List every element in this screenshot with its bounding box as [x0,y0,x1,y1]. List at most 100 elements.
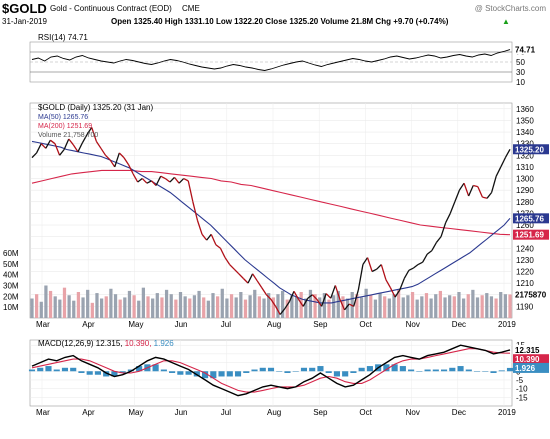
price-segment [187,180,194,202]
price-segment [141,178,148,184]
volume-bar [359,297,364,318]
price-segment [284,301,290,310]
volume-tick-label: 40M [3,271,19,280]
price-segment [215,244,221,249]
volume-bar [424,293,429,318]
volume-last-label-bg [513,289,549,300]
volume-bar [86,289,90,318]
price-tick-label: 1240 [516,244,534,253]
volume-bar [401,297,405,318]
volume-bar [410,292,415,318]
price-segment [105,154,111,161]
date-label: 31-Jan-2019 [2,17,47,26]
price-segment [463,182,470,197]
price-segment [86,127,93,135]
price-segment [206,233,212,241]
macd-hist-bar [482,371,489,372]
volume-bar [308,289,313,318]
ma50-last-label-bg [513,213,549,224]
macd-hist-bar [103,371,110,377]
volume-bar [192,295,197,318]
hist-last-label: 1.926 [515,364,536,373]
macd-tick-label: -5 [516,376,524,385]
volume-bar [489,296,494,318]
volume-bar [183,296,187,318]
volume-bar [206,300,210,318]
month-tick-label: May [128,320,143,329]
volume-bar [35,294,39,318]
price-segment [371,268,378,273]
macd-month-tick-label: Oct [359,408,372,417]
price-segment [362,257,369,265]
month-tick-label: 2019 [498,320,516,329]
volume-bar [243,299,248,318]
price-segment [445,213,451,223]
price-segment [348,303,355,307]
volume-bar [466,294,470,318]
volume-bar [494,298,498,318]
price-segment [316,299,323,307]
price-segment [109,159,116,168]
price-segment [426,250,433,255]
price-segment [435,236,442,243]
price-segment [288,291,295,302]
volume-bar [151,298,155,318]
volume-tick-label: 10M [3,303,19,312]
volume-bar [336,290,340,318]
price-segment [36,143,42,154]
macd-hist-bar [37,367,44,372]
price-segment [293,290,300,300]
macd-hist-bar [160,369,167,372]
price-tick-label: 1290 [516,186,534,195]
price-segment [210,234,217,246]
volume-bar [44,285,48,318]
price-tick-label: 1360 [516,105,534,114]
macd-hist-bar [391,364,398,372]
price-last-label: 1325.20 [515,145,544,154]
price-segment [399,278,405,291]
macd-month-tick-label: Aug [267,408,281,417]
volume-bar [313,294,317,318]
price-segment [504,148,511,158]
price-segment [72,144,79,153]
macd-hist-bar [342,371,349,377]
price-segment [224,257,231,265]
macd-hist-bar [86,371,93,375]
price-tick-label: 1190 [516,302,534,311]
macd-hist-bar [441,369,448,372]
macd-tick-label: -10 [516,385,528,394]
volume-bar [118,299,122,318]
ohlc-summary: Open 1325.40 High 1331.10 Low 1322.20 Cl… [111,17,449,26]
volume-bar [234,297,238,318]
ma50-legend: MA(50) 1265.76 [38,114,88,121]
volume-bar [216,296,220,318]
price-segment [330,285,336,299]
volume-tick-label: 50M [3,260,19,269]
price-segment [353,289,359,307]
price-tick-label: 1330 [516,140,534,149]
macd-hist-bar [350,371,357,373]
month-tick-label: Nov [406,320,420,329]
macd-hist-bar [61,367,69,372]
volume-bar [53,296,57,318]
volume-last-label: 2175870 [515,290,547,299]
macd-hist-bar [152,364,159,372]
price-segment [77,142,84,153]
volume-bar [253,289,257,318]
price-segment [54,143,61,156]
macd-hist-bar [45,366,52,372]
rsi-last-label: 74.71 [515,46,536,55]
volume-bar [160,297,164,318]
volume-bar [438,290,443,318]
macd-hist-bar [70,367,77,372]
volume-bar [132,295,136,318]
volume-bar [225,298,229,318]
price-segment [123,157,130,165]
volume-bar [443,297,447,318]
macd-hist-bar [111,371,118,377]
volume-bar [155,293,159,318]
price-segment [256,280,263,289]
macd-tick-label: -15 [516,393,528,402]
macd-hist-bar [234,371,242,377]
